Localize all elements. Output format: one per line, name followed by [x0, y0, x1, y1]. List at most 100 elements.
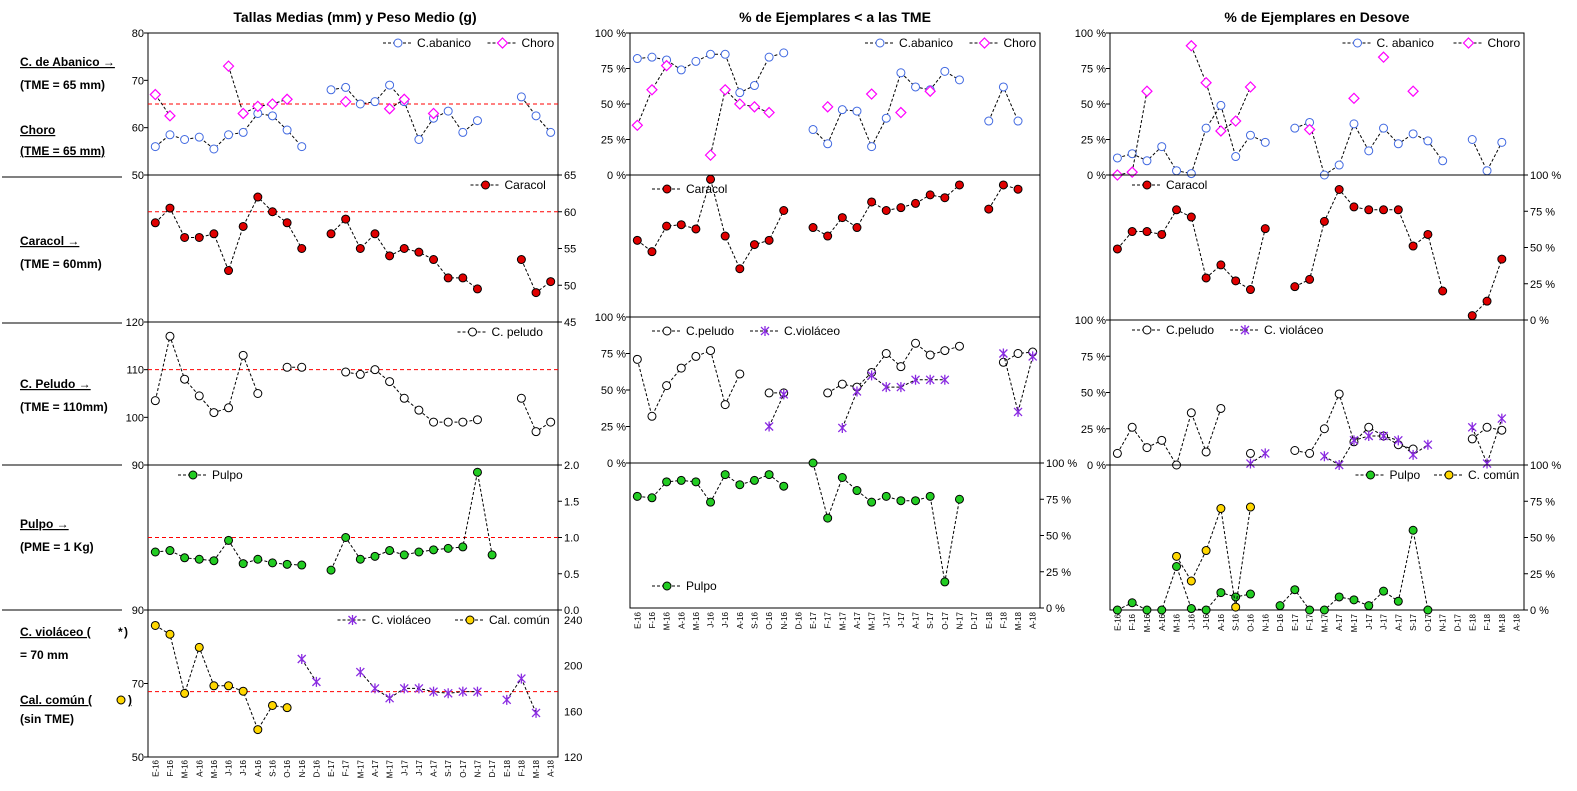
series-line	[988, 85, 1019, 122]
y-tick-label: 50	[132, 170, 144, 182]
x-tick-label: N-17	[473, 759, 482, 777]
y2-tick-label: 120	[564, 752, 582, 764]
series-line	[154, 334, 259, 414]
data-point	[1229, 115, 1242, 127]
data-point	[1423, 136, 1433, 146]
panel-frame	[629, 32, 1041, 176]
data-point	[1497, 254, 1507, 264]
data-point	[837, 379, 847, 389]
series-c-abanico	[150, 80, 556, 154]
x-tick-label: M-16	[663, 611, 672, 630]
data-point	[1231, 152, 1241, 162]
x-tick-label: O-17	[459, 759, 468, 777]
data-point	[1013, 184, 1023, 194]
data-point	[297, 654, 307, 664]
data-point	[1438, 156, 1448, 166]
data-point	[1482, 422, 1492, 432]
series-line	[506, 677, 537, 714]
legend-label: C.abanico	[417, 36, 471, 50]
side-label: = 70 mm	[20, 648, 68, 662]
data-point	[546, 277, 556, 287]
data-point	[1364, 431, 1374, 441]
data-point	[1127, 227, 1137, 237]
data-point	[253, 554, 263, 564]
data-point	[1497, 137, 1507, 147]
data-point	[867, 142, 877, 152]
series-line	[1117, 564, 1251, 611]
series-line	[330, 84, 478, 141]
data-point	[281, 93, 293, 106]
x-axis: E-16 F-16 M-16 A-16 M-16 J-16 J-16 A-16 S-16 O-16…	[151, 759, 555, 778]
data-point	[1127, 149, 1137, 159]
data-point	[370, 683, 380, 694]
legend: Caracol	[652, 182, 727, 196]
series-line	[1190, 45, 1251, 132]
data-point	[735, 369, 745, 379]
data-point	[238, 127, 248, 137]
x-tick-label: J-16	[707, 611, 716, 627]
data-point	[984, 204, 994, 214]
data-point	[1423, 229, 1433, 239]
y-tick-label: 100 %	[1530, 170, 1561, 182]
x-tick-label: J-17	[1365, 613, 1374, 629]
x-tick-label: J-17	[1380, 613, 1389, 629]
y2-tick-label: 160	[564, 706, 582, 718]
data-point	[676, 220, 686, 230]
series-line	[1117, 209, 1266, 291]
data-point	[1334, 160, 1344, 170]
data-point	[149, 88, 162, 101]
data-point	[502, 694, 512, 705]
data-point	[150, 142, 160, 152]
data-point	[165, 629, 175, 639]
x-tick-label: F-17	[1306, 613, 1315, 630]
data-point	[1216, 403, 1226, 413]
panel-4: 100 % 75 % 50 % 25 % 0 % Pulpo	[629, 458, 1077, 615]
data-point	[662, 221, 672, 231]
data-point	[224, 130, 234, 140]
legend: Caracol	[470, 178, 546, 192]
x-tick-label: F-16	[166, 759, 175, 776]
data-point	[414, 547, 424, 557]
data-point	[429, 686, 438, 697]
data-point	[1112, 244, 1122, 254]
data-point	[238, 686, 248, 696]
data-point	[911, 496, 921, 506]
data-point	[1126, 166, 1139, 179]
x-tick-label: F-18	[999, 611, 1008, 628]
data-point	[896, 362, 906, 372]
x-tick-label: A-16	[1158, 613, 1167, 630]
data-point	[297, 560, 307, 570]
legend-marker	[348, 615, 357, 625]
x-tick-label: E-17	[809, 611, 818, 628]
data-point	[1245, 589, 1255, 599]
series-line	[1471, 258, 1503, 317]
y-tick-label: 100 %	[1530, 460, 1561, 472]
data-point	[1334, 592, 1344, 602]
data-point	[1334, 389, 1344, 399]
side-label: C. violáceo (	[20, 625, 91, 639]
panel-frame	[147, 609, 559, 758]
x-tick-label: A-17	[853, 611, 862, 628]
data-point	[341, 533, 351, 542]
panel-3: 100 % 75 % 50 % 25 % 0 % C.peludo C. violáceo	[1075, 315, 1525, 472]
data-point	[1379, 586, 1389, 596]
data-point	[443, 417, 453, 427]
y-tick-label: 2.0	[564, 460, 579, 472]
data-point	[150, 620, 160, 630]
legend-label: Cal. común	[489, 613, 550, 627]
data-point	[1364, 422, 1374, 432]
x-tick-label: E-16	[633, 611, 642, 628]
x-tick-label: F-18	[517, 759, 526, 776]
data-point	[399, 393, 409, 403]
y-tick-label: 50 %	[1046, 531, 1071, 543]
data-point	[385, 377, 395, 387]
data-point	[1408, 525, 1418, 535]
data-point	[647, 411, 657, 421]
x-tick-label: J-17	[400, 759, 409, 775]
data-point	[940, 66, 950, 76]
data-point	[385, 251, 395, 261]
y-tick-label: 75 %	[1081, 351, 1106, 363]
x-tick-label: J-16	[225, 759, 234, 775]
data-point	[385, 546, 395, 556]
